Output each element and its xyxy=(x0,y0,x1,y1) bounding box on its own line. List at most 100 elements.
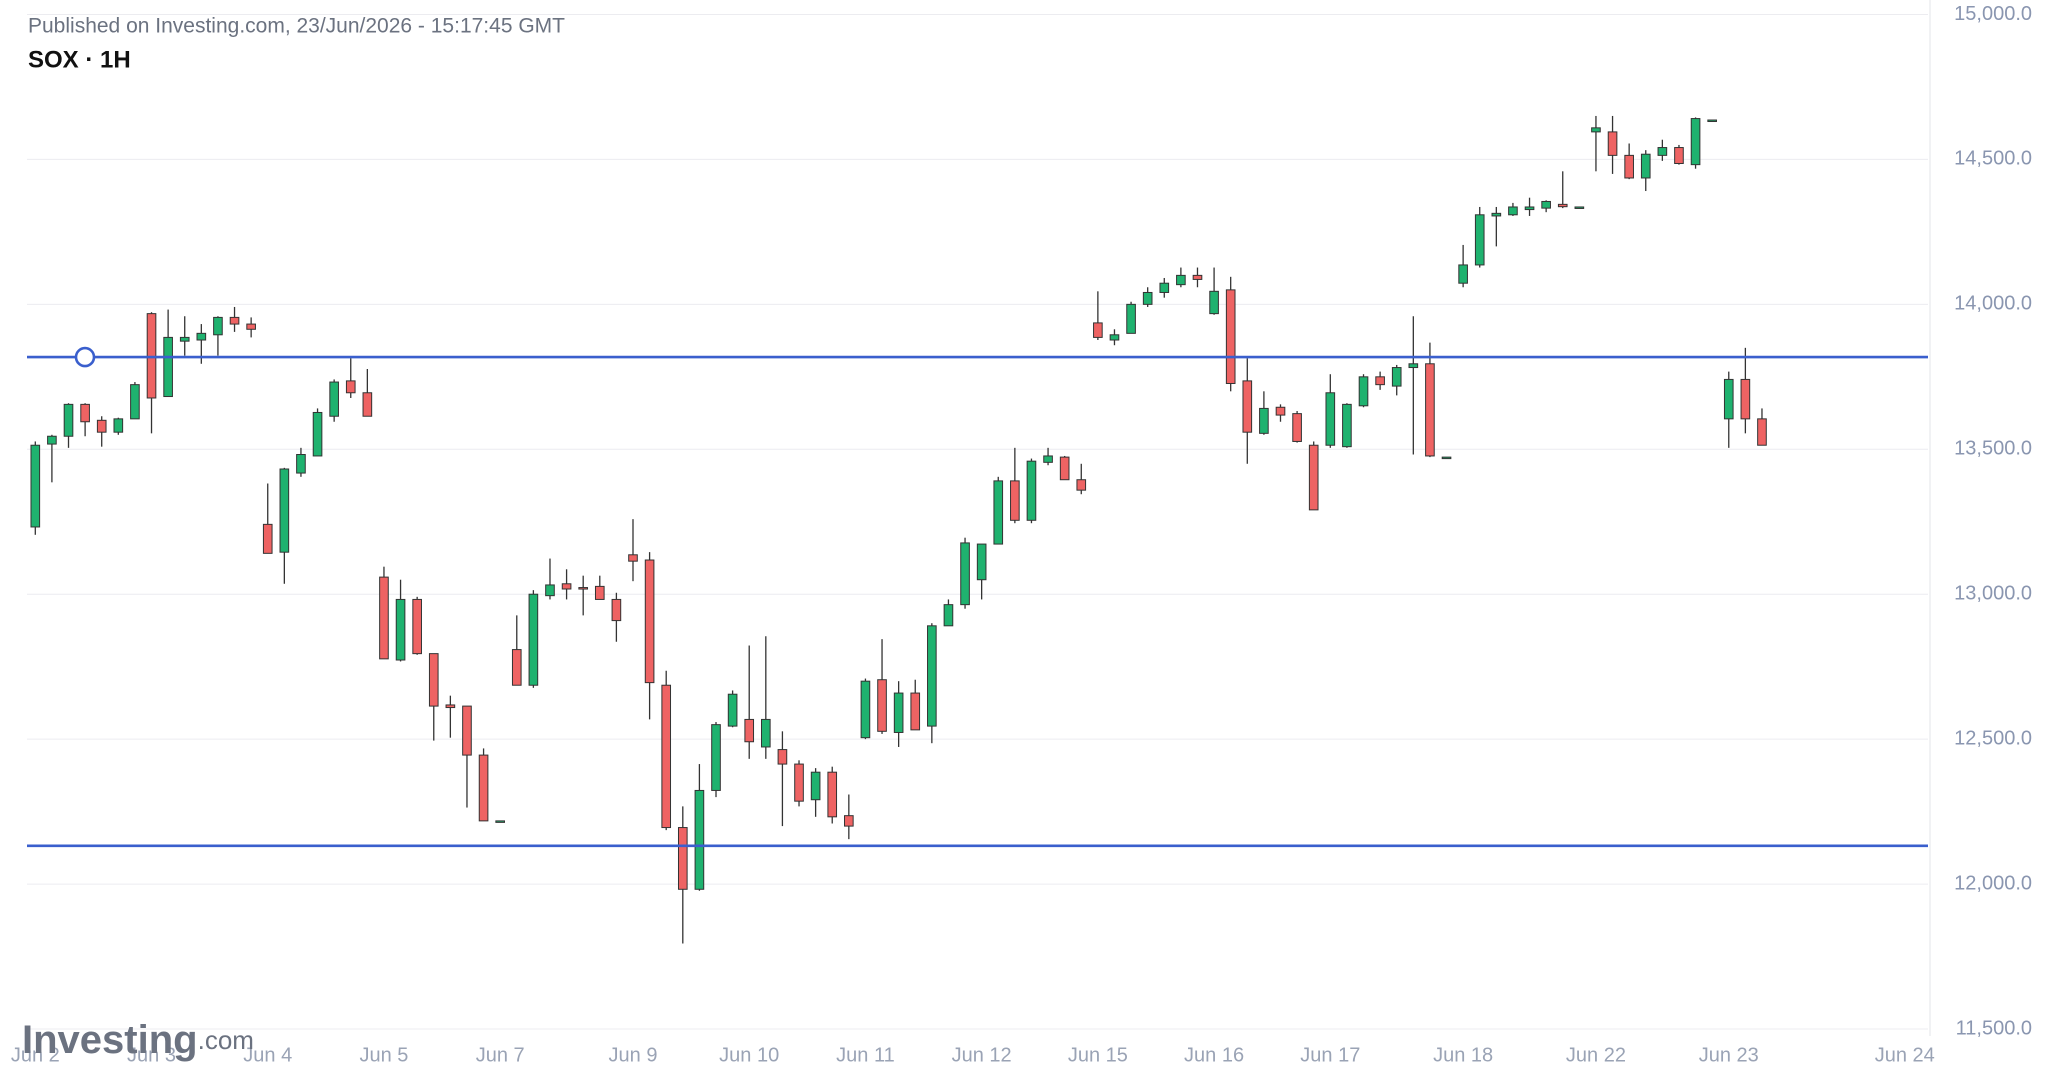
candle-body xyxy=(661,684,672,829)
candle-body xyxy=(229,316,240,325)
candle-body xyxy=(1574,206,1585,209)
candle-body xyxy=(1391,367,1402,387)
candle-body xyxy=(860,680,871,739)
candle-body xyxy=(1325,392,1336,446)
candle-body xyxy=(1657,147,1668,156)
candle-body xyxy=(47,435,57,445)
candle-body xyxy=(960,542,970,606)
y-tick-label: 11,500.0 xyxy=(1956,1017,2032,1039)
candle-body xyxy=(1126,303,1136,334)
candle-body xyxy=(279,468,290,553)
candle-body xyxy=(777,749,788,765)
candle-body xyxy=(1524,206,1535,211)
candle-body xyxy=(1192,274,1203,280)
candle-body xyxy=(445,704,456,709)
candle-body xyxy=(1375,376,1385,386)
candle-body xyxy=(1408,363,1419,369)
candle-body xyxy=(379,576,389,660)
x-tick-label: Jun 7 xyxy=(476,1044,525,1066)
y-tick-label: 14,500.0 xyxy=(1954,148,2032,170)
candle-body xyxy=(1474,214,1485,266)
x-tick-label: Jun 18 xyxy=(1433,1044,1493,1066)
x-tick-label: Jun 9 xyxy=(609,1044,658,1066)
candle-body xyxy=(1541,200,1551,209)
candle-body xyxy=(296,454,306,474)
logo-main: Investing xyxy=(22,1018,198,1062)
candle-body xyxy=(1342,403,1352,448)
line-handle xyxy=(74,346,96,368)
y-tick-label: 14,000.0 xyxy=(1954,293,2032,315)
candle-body xyxy=(1674,147,1684,164)
candle-body xyxy=(677,827,688,890)
candle-body xyxy=(30,444,41,528)
x-tick-label: Jun 23 xyxy=(1699,1044,1759,1066)
candle-body xyxy=(1275,406,1286,416)
candle-body xyxy=(1557,203,1568,208)
candle-body xyxy=(545,584,555,597)
candle-body xyxy=(345,380,356,394)
candle-body xyxy=(694,789,705,890)
candle-body xyxy=(794,763,804,802)
x-tick-label: Jun 2 xyxy=(11,1044,60,1066)
candle-body xyxy=(1441,456,1452,460)
candle-body xyxy=(1076,479,1087,491)
candle-body xyxy=(528,593,539,686)
candle-body xyxy=(1591,127,1601,133)
y-tick-label: 12,500.0 xyxy=(1954,727,2032,749)
grid: 11,500.0 12,000.0 12,500.0 13,000.0 13,500.0… xyxy=(11,0,2032,1066)
candle-body xyxy=(63,403,74,437)
candle-body xyxy=(1043,455,1053,463)
candle-body xyxy=(1176,274,1186,286)
logo: Investing.com xyxy=(22,1018,254,1062)
logo-suffix: .com xyxy=(198,1025,254,1055)
chart-title: SOX · 1H xyxy=(28,46,131,73)
y-tick-label: 15,000.0 xyxy=(1954,3,2032,25)
x-tick-label: Jun 3 xyxy=(127,1044,176,1066)
candle-body xyxy=(594,585,605,600)
candle-body xyxy=(1026,460,1037,521)
candle-body xyxy=(1109,334,1120,341)
candle-body xyxy=(1508,206,1518,216)
candle-body xyxy=(711,724,721,791)
x-tick-label: Jun 11 xyxy=(836,1044,895,1066)
candle-body xyxy=(893,692,904,733)
candle-body xyxy=(1010,480,1020,521)
candle-body xyxy=(495,820,505,823)
x-tick-label: Jun 10 xyxy=(719,1044,779,1066)
candle-body xyxy=(246,323,256,330)
y-tick-label: 13,500.0 xyxy=(1954,438,2032,460)
candle-body xyxy=(80,403,90,423)
candle-body xyxy=(628,554,638,562)
x-tick-label: Jun 22 xyxy=(1566,1044,1626,1066)
candle-body xyxy=(644,559,655,684)
candle-body xyxy=(993,480,1004,545)
candle-body xyxy=(1624,154,1634,179)
x-tick-label: Jun 12 xyxy=(952,1044,1012,1066)
candle-body xyxy=(1259,407,1269,434)
candle-body xyxy=(412,598,422,655)
candle-body xyxy=(511,649,522,686)
candle-body xyxy=(1723,378,1734,420)
candle-body xyxy=(827,771,838,818)
x-tick-label: Jun 16 xyxy=(1184,1044,1244,1066)
x-tick-label: Jun 24 xyxy=(1875,1044,1935,1066)
candle-body xyxy=(196,332,207,341)
candle-body xyxy=(262,523,273,554)
candle-body xyxy=(1292,413,1302,442)
x-tick-label: Jun 5 xyxy=(359,1044,408,1066)
candle-body xyxy=(329,381,339,417)
candle-body xyxy=(760,718,771,748)
candle-body xyxy=(1690,118,1701,166)
candle-body xyxy=(727,693,738,727)
candle-body xyxy=(163,336,173,398)
candle-body xyxy=(1358,376,1369,407)
candle-body xyxy=(844,815,854,827)
candle-body xyxy=(179,336,190,342)
x-tick-label: Jun 17 xyxy=(1300,1044,1360,1066)
candle-body xyxy=(113,418,124,433)
candle-body xyxy=(1059,456,1070,481)
candle-body xyxy=(428,653,439,707)
